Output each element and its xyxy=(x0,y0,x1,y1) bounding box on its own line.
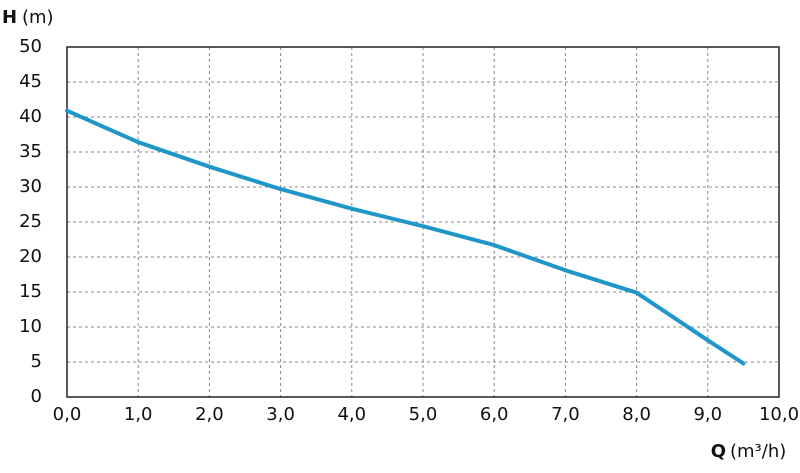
x-tick-label: 0,0 xyxy=(53,404,82,425)
x-tick-label: 2,0 xyxy=(195,404,224,425)
x-axis-unit: (m³/h) xyxy=(730,441,786,462)
y-tick-label: 35 xyxy=(19,141,42,162)
y-tick-label: 40 xyxy=(19,106,42,127)
y-tick-label: 50 xyxy=(19,36,42,57)
y-tick-label: 30 xyxy=(19,176,42,197)
y-axis-unit: (m) xyxy=(22,7,54,28)
pump-curve xyxy=(65,108,746,366)
y-tick-label: 20 xyxy=(19,246,42,267)
x-tick-label: 10,0 xyxy=(759,404,799,425)
plot-border xyxy=(66,46,780,398)
y-tick-label: 0 xyxy=(31,386,42,407)
y-tick-label: 5 xyxy=(31,351,42,372)
y-tick-label: 10 xyxy=(19,316,42,337)
y-tick-label: 25 xyxy=(19,211,42,232)
x-axis-symbol: Q xyxy=(711,441,726,462)
y-tick-label: 45 xyxy=(19,71,42,92)
x-tick-label: 1,0 xyxy=(124,404,153,425)
x-tick-label: 3,0 xyxy=(266,404,295,425)
x-tick-label: 4,0 xyxy=(337,404,366,425)
x-tick-label: 9,0 xyxy=(693,404,722,425)
y-axis-symbol: H xyxy=(2,7,17,28)
x-tick-label: 8,0 xyxy=(622,404,651,425)
y-tick-label: 15 xyxy=(19,281,42,302)
x-tick-label: 5,0 xyxy=(409,404,438,425)
x-tick-label: 7,0 xyxy=(551,404,580,425)
x-tick-label: 6,0 xyxy=(480,404,509,425)
